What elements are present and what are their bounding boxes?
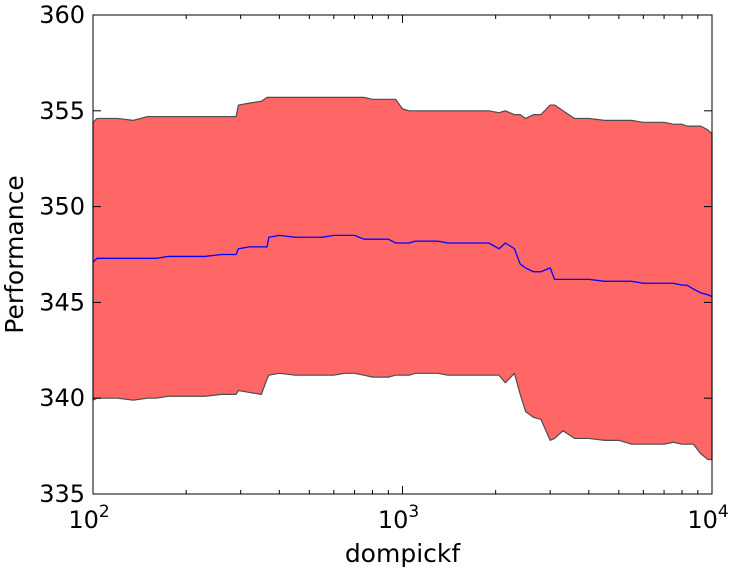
x-tick-label-base: 10 (378, 506, 409, 534)
x-axis-label: dompickf (345, 539, 462, 568)
x-tick-label: 103 (378, 502, 419, 534)
y-tick-label: 345 (39, 288, 85, 316)
x-tick-label-exponent: 3 (408, 502, 419, 522)
y-tick-label: 340 (39, 384, 85, 412)
x-tick-label-exponent: 4 (718, 502, 729, 522)
confidence-band (92, 96, 713, 461)
mean-line (92, 234, 713, 298)
y-tick-label: 335 (39, 480, 85, 508)
y-tick-label: 350 (39, 193, 85, 221)
x-tick-label-exponent: 2 (99, 502, 110, 522)
x-tick-label: 104 (687, 502, 728, 534)
x-tick-label: 102 (68, 502, 109, 534)
x-tick-label-base: 10 (687, 506, 718, 534)
x-tick-label-base: 10 (68, 506, 99, 534)
y-tick-label: 355 (39, 97, 85, 125)
y-tick-label: 360 (39, 1, 85, 29)
y-axis-label: Performance (0, 175, 29, 333)
